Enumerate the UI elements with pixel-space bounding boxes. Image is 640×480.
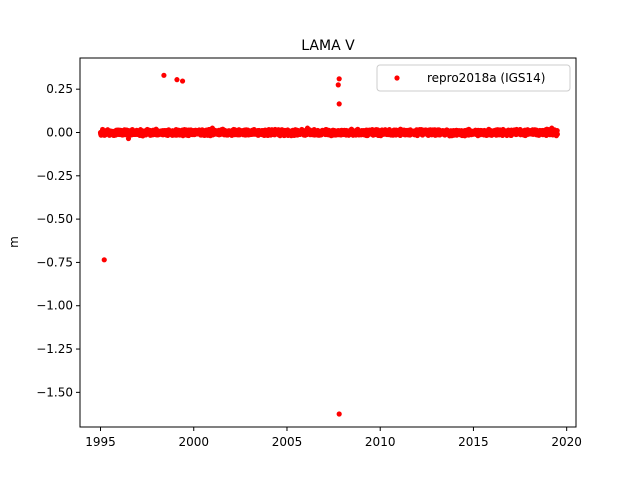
legend: repro2018a (IGS14) [376,64,571,92]
data-point-outlier [209,125,215,131]
y-tick-label: −1.00 [36,299,73,313]
y-tick-label: −0.75 [36,255,73,269]
chart-title: LAMA V [301,38,355,54]
y-tick-label: −0.50 [36,212,73,226]
y-tick-label: −1.25 [36,342,73,356]
y-tick-label: −1.50 [36,385,73,399]
data-point [554,131,560,137]
y-axis: 0.25 0.00 −0.25 −0.50 −0.75 −1.00 −1.25 −1.50 [36,82,80,399]
legend-marker [394,75,400,81]
data-point-outlier [101,257,107,263]
x-tick-label: 2000 [178,435,209,449]
x-tick-label: 2005 [272,435,303,449]
x-tick-label: 1995 [85,435,116,449]
data-point-outlier [161,72,167,78]
y-tick-label: 0.25 [46,82,73,96]
legend-box [376,64,571,92]
x-tick-label: 2010 [365,435,396,449]
data-point-outlier [304,125,311,131]
data-point-outlier [125,135,132,142]
x-axis: 1995 2000 2005 2010 2015 2020 [85,427,582,449]
legend-label: repro2018a (IGS14) [427,71,545,85]
data-point-outlier [336,101,342,107]
y-axis-label: m [7,236,21,248]
x-tick-label: 2015 [458,435,489,449]
plot-frame [79,57,577,428]
data-point-outlier [174,77,180,83]
data-point-outlier [335,82,341,88]
data-point-outlier [336,411,342,417]
data-point-outlier [336,76,342,82]
data-points [97,72,560,417]
x-tick-label: 2020 [551,435,582,449]
data-point-outlier [179,78,186,84]
y-tick-label: 0.00 [46,125,73,139]
data-point-outlier [549,125,555,131]
y-tick-label: −0.25 [36,169,73,183]
